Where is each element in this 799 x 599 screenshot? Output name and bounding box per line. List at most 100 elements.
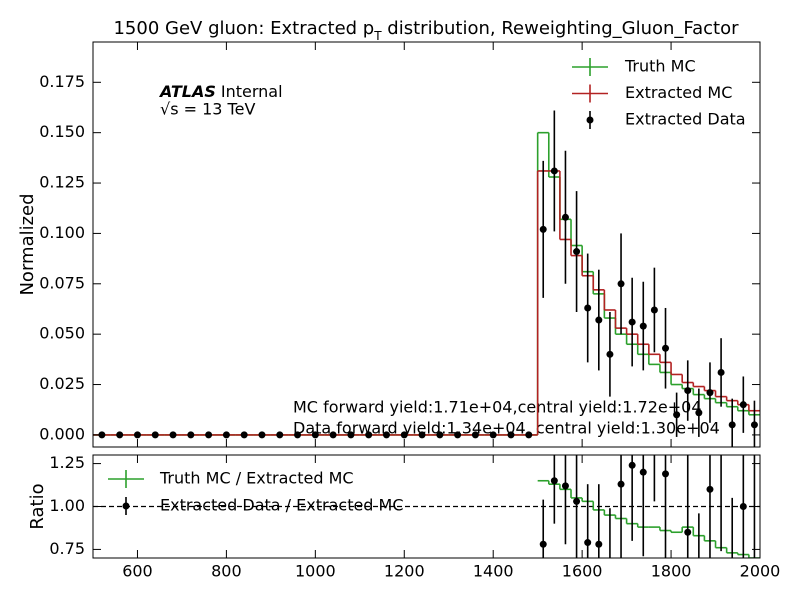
data-point: [662, 470, 670, 478]
legend-swatch: [122, 502, 130, 510]
data-point: [205, 431, 213, 439]
data-point: [222, 431, 230, 439]
data-point: [684, 387, 692, 395]
x-tick-label: 1800: [651, 562, 692, 581]
data-point: [240, 431, 248, 439]
data-point: [151, 431, 159, 439]
title-main: 1500 GeV gluon: Extracted p: [113, 18, 374, 39]
data-point: [133, 431, 141, 439]
x-tick-label: 800: [211, 562, 242, 581]
data-point: [595, 316, 603, 324]
y-tick-label: 0.050: [39, 324, 85, 343]
data-point: [639, 468, 647, 476]
data-point: [706, 389, 714, 397]
chart-title: 1500 GeV gluon: Extracted pT distributio…: [113, 18, 739, 43]
data-point: [539, 225, 547, 233]
data-point: [418, 431, 426, 439]
data-point: [329, 431, 337, 439]
data-point: [695, 409, 703, 417]
plot-area: [93, 110, 760, 447]
data-point: [728, 421, 736, 429]
y-tick-label: 0.100: [39, 223, 85, 242]
y-tick-label: 0.150: [39, 122, 85, 141]
legend-label: Truth MC / Extracted MC: [159, 469, 354, 488]
legend-label: Extracted Data: [625, 110, 746, 129]
data-point: [347, 431, 355, 439]
data-point: [489, 431, 497, 439]
data-point: [311, 431, 319, 439]
data-point: [550, 167, 558, 175]
data-point: [550, 477, 558, 485]
data-point: [116, 431, 124, 439]
data-point: [276, 431, 284, 439]
y-tick-label: 0.125: [39, 173, 85, 192]
data-point: [573, 497, 581, 505]
data-point: [662, 344, 670, 352]
data-point: [561, 213, 569, 221]
data-point: [739, 503, 747, 510]
y-tick-label: 1.00: [49, 496, 85, 515]
data-point: [382, 431, 390, 439]
energy-annotation: √s = 13 TeV: [160, 100, 255, 119]
axes-frame: [92, 41, 761, 448]
data-point: [706, 485, 714, 493]
legend-label: Extracted Data / Extracted MC: [160, 496, 404, 515]
data-point: [471, 431, 479, 439]
y-axis-label: Ratio: [27, 483, 48, 529]
legend-swatch: [586, 116, 594, 124]
data-point: [617, 280, 625, 288]
x-tick-label: 1400: [473, 562, 514, 581]
x-tick-label: 1600: [562, 562, 603, 581]
data-point: [584, 304, 592, 312]
y-tick-label: 0.75: [49, 539, 85, 558]
legend-label: Extracted MC: [625, 83, 732, 102]
status: Internal: [221, 82, 283, 101]
title-sub: T: [373, 29, 382, 43]
data-point: [684, 528, 692, 536]
y-tick-label: 0.175: [39, 72, 85, 91]
data-point: [525, 431, 533, 439]
data-point: [650, 306, 658, 314]
x-tick-label: 2000: [740, 562, 781, 581]
data-point: [750, 421, 758, 429]
axes-frame: [92, 454, 761, 559]
data-point: [365, 431, 373, 439]
y-tick-label: 1.25: [49, 453, 85, 472]
data-point: [617, 480, 625, 488]
data-point: [539, 540, 547, 548]
data-point: [584, 539, 592, 547]
data-point: [628, 461, 636, 469]
data-point: [673, 411, 681, 419]
data-point: [739, 401, 747, 409]
x-tick-label: 1200: [384, 562, 425, 581]
data-point: [639, 322, 647, 330]
data-point: [573, 248, 581, 256]
data-point: [507, 431, 515, 439]
x-tick-label: 600: [122, 562, 153, 581]
data-point: [169, 431, 177, 439]
data-point: [436, 431, 444, 439]
data-point: [400, 431, 408, 439]
plot-area: [93, 455, 760, 558]
title-rest: distribution, Reweighting_Gluon_Factor: [382, 18, 740, 39]
y-tick-label: 0.000: [39, 424, 85, 443]
data-point: [606, 350, 614, 358]
data-point: [595, 540, 603, 548]
experiment: ATLAS: [158, 82, 216, 101]
legend-label: Truth MC: [624, 57, 696, 76]
data-point: [187, 431, 195, 439]
data-point: [454, 431, 462, 439]
y-tick-label: 0.075: [39, 273, 85, 292]
data-point: [294, 431, 302, 439]
data-point: [628, 318, 636, 326]
data-point: [258, 431, 266, 439]
data-point: [717, 368, 725, 376]
y-axis-label: Normalized: [17, 193, 38, 295]
data-yield: Data forward yield:1.34e+04, central yie…: [293, 419, 720, 438]
x-tick-label: 1000: [295, 562, 336, 581]
data-point: [561, 482, 569, 490]
y-tick-label: 0.025: [39, 374, 85, 393]
atlas-annotation: ATLAS Internal: [158, 82, 283, 101]
data-point: [98, 431, 106, 439]
